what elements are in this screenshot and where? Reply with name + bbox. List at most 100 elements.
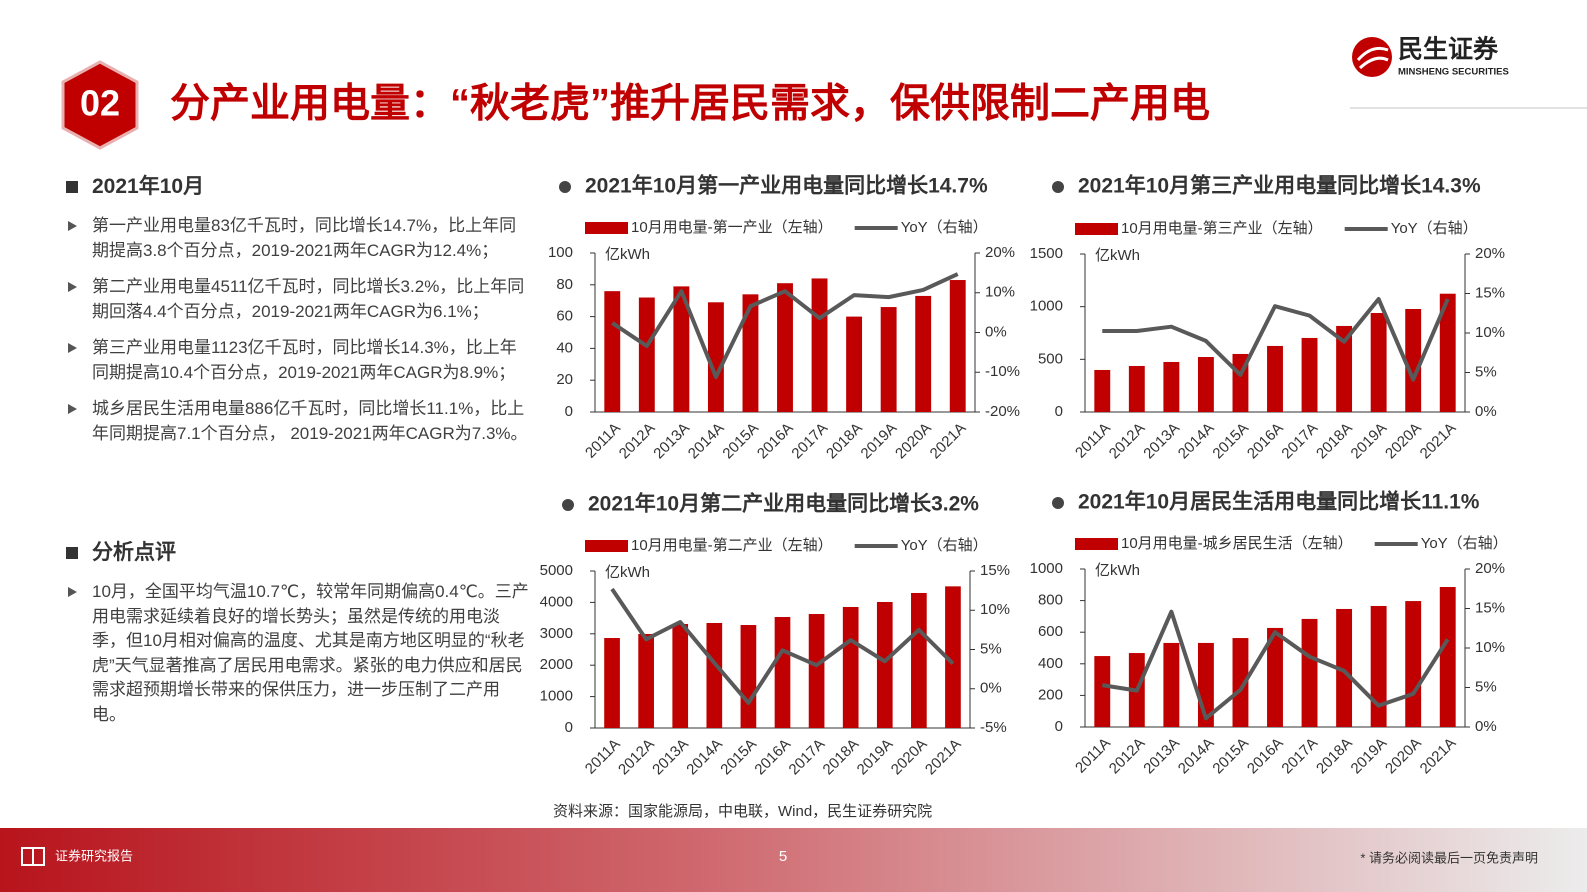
x-tick-label: 2017A xyxy=(786,736,829,779)
bar xyxy=(1439,587,1456,727)
bar xyxy=(742,294,759,412)
legend-label: YoY（右轴） xyxy=(901,219,988,236)
logo-english: MINSHENG SECURITIES xyxy=(1398,67,1509,78)
bar xyxy=(1370,312,1387,412)
y-tick-label: 4000 xyxy=(540,593,573,610)
y-tick-label: 1000 xyxy=(540,688,573,705)
bar xyxy=(707,302,724,412)
x-tick-label: 2017A xyxy=(788,420,831,463)
x-tick-label: 2013A xyxy=(1140,420,1183,463)
y2-tick-label: 5% xyxy=(1475,363,1497,380)
legend-swatch xyxy=(1075,223,1118,235)
x-tick-label: 2016A xyxy=(754,420,797,463)
x-tick-label: 2018A xyxy=(1313,735,1356,778)
line xyxy=(1101,609,1450,721)
bar xyxy=(876,601,893,728)
y-tick-label: 40 xyxy=(556,339,573,356)
y-tick-label: 1000 xyxy=(1030,560,1063,577)
x-tick-label: 2020A xyxy=(892,420,935,463)
bar xyxy=(915,295,932,412)
x-tick-label: 2014A xyxy=(1175,735,1218,778)
legend-label: 10月用电量-第三产业（左轴） xyxy=(1121,219,1323,237)
x-tick-label: 2020A xyxy=(888,736,931,779)
y2-tick-label: 0% xyxy=(980,680,1002,697)
bar xyxy=(1267,345,1283,412)
x-tick-label: 2019A xyxy=(1348,420,1391,463)
bar xyxy=(842,606,859,728)
bar xyxy=(1301,337,1318,412)
bar xyxy=(1336,325,1353,412)
section: 分析点评 10月，全国平均气温10.7℃，较常年同期偏高0.4℃。三产用电需求延… xyxy=(62,538,532,727)
bar xyxy=(604,638,620,728)
y2-tick-label: 5% xyxy=(980,640,1002,657)
section: 2021年10月 第一产业用电量83亿千瓦时，同比增长14.7%，比上年同期提高… xyxy=(62,172,532,446)
axis-unit: 亿kWh xyxy=(1095,562,1140,579)
section-heading: 分析点评 xyxy=(62,538,532,568)
legend-label: YoY（右轴） xyxy=(1391,220,1478,237)
x-tick-label: 2015A xyxy=(1209,735,1252,778)
y-tick-label: 80 xyxy=(556,276,573,293)
bar xyxy=(949,280,966,412)
y2-tick-label: 10% xyxy=(985,284,1015,301)
y-tick-label: 500 xyxy=(1038,350,1063,367)
bar xyxy=(1405,308,1422,412)
x-tick-label: 2013A xyxy=(1140,735,1183,778)
y2-tick-label: 10% xyxy=(1475,324,1505,341)
bar xyxy=(604,291,621,412)
section-number: 02 xyxy=(80,83,120,124)
x-tick-label: 2013A xyxy=(649,736,692,779)
bar xyxy=(706,622,723,728)
x-tick-label: 2021A xyxy=(922,736,965,779)
title-bullet xyxy=(1052,497,1064,509)
bar xyxy=(672,624,689,728)
bullet-item: 城乡居民生活用电量886亿千瓦时，同比增长11.1%，比上年同期提高7.1个百分… xyxy=(62,397,532,446)
legend-swatch xyxy=(1075,538,1118,550)
x-tick-label: 2019A xyxy=(858,420,901,463)
logo-mark xyxy=(1356,46,1389,70)
y2-tick-label: 5% xyxy=(1475,678,1497,695)
x-tick-label: 2011A xyxy=(1072,735,1114,777)
x-tick-label: 2014A xyxy=(685,420,728,463)
bar xyxy=(1094,656,1111,727)
x-tick-label: 2021A xyxy=(927,420,970,463)
bar xyxy=(811,278,828,412)
legend-label: YoY（右轴） xyxy=(1421,535,1508,552)
axis-unit: 亿kWh xyxy=(1095,247,1140,264)
y2-tick-label: -20% xyxy=(985,403,1020,420)
title-bullet xyxy=(1052,181,1064,193)
page-number: 5 xyxy=(779,848,787,865)
x-tick-label: 2019A xyxy=(854,736,897,779)
x-tick-label: 2016A xyxy=(751,736,794,779)
legend-label: 10月用电量-第一产业（左轴） xyxy=(631,218,833,236)
bar xyxy=(808,613,825,728)
x-tick-label: 2012A xyxy=(1106,735,1149,778)
number-badge xyxy=(61,60,139,150)
y2-tick-label: -5% xyxy=(980,719,1007,736)
x-tick-label: 2014A xyxy=(683,736,726,779)
section-heading: 2021年10月 xyxy=(62,172,532,202)
legend-label: YoY（右轴） xyxy=(901,537,988,554)
y2-tick-label: 15% xyxy=(980,562,1010,579)
x-tick-label: 2018A xyxy=(823,420,866,463)
bar xyxy=(1439,293,1456,412)
y2-tick-label: 0% xyxy=(985,323,1007,340)
chart-title: 2021年10月第三产业用电量同比增长14.3% xyxy=(1078,174,1481,198)
footer-label: 证券研究报告 xyxy=(55,848,133,863)
x-tick-label: 2011A xyxy=(582,420,624,462)
y-tick-label: 200 xyxy=(1038,686,1063,703)
source-note: 资料来源：国家能源局，中电联，Wind，民生证券研究院 xyxy=(553,802,932,820)
bar xyxy=(673,286,690,412)
axis-unit: 亿kWh xyxy=(605,564,650,581)
y2-tick-label: 0% xyxy=(1475,403,1497,420)
x-tick-label: 2018A xyxy=(820,736,863,779)
x-tick-label: 2021A xyxy=(1417,420,1460,463)
y2-tick-label: 10% xyxy=(1475,639,1505,656)
footer-bar xyxy=(0,828,1587,892)
logo-icon xyxy=(1352,37,1392,77)
bar xyxy=(638,633,654,728)
bar xyxy=(1336,608,1353,727)
bar xyxy=(1163,361,1180,412)
bar xyxy=(911,592,927,728)
y-tick-label: 5000 xyxy=(540,562,573,579)
